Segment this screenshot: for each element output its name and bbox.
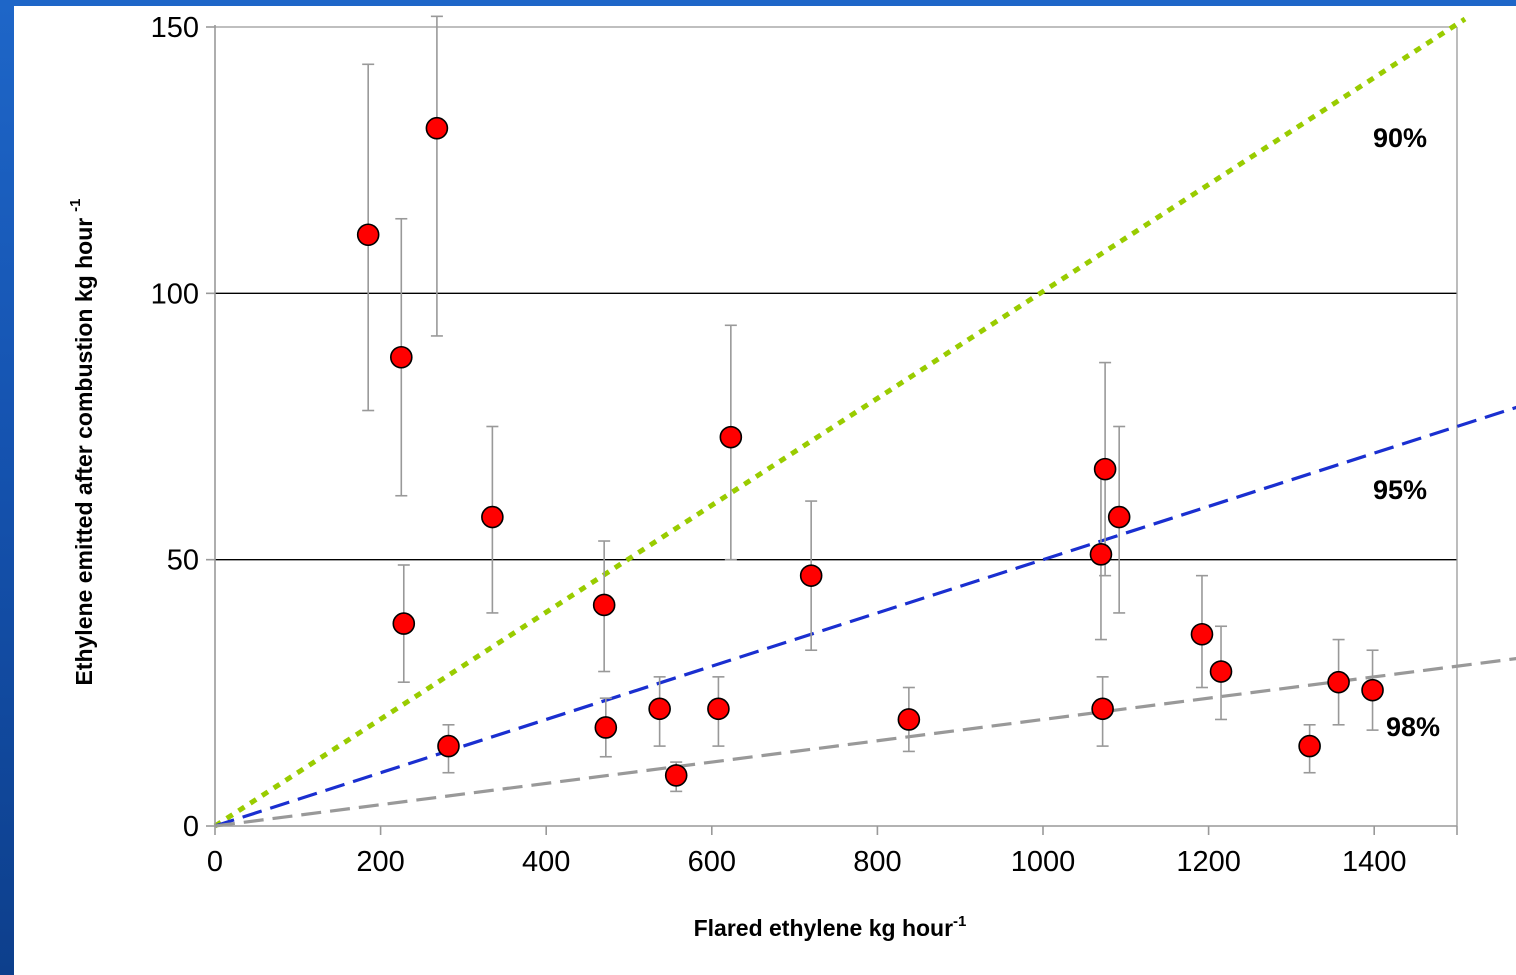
y-tick-label-100: 100 xyxy=(151,278,199,310)
data-point-2 xyxy=(425,116,449,140)
data-point-10 xyxy=(707,697,730,721)
data-point-9 xyxy=(664,764,688,787)
reference-line-90pct xyxy=(213,16,1467,829)
reference-line-95pct xyxy=(214,405,1516,828)
chart-area xyxy=(14,6,1516,975)
y-tick-label-150: 150 xyxy=(151,12,199,44)
y-axis-title: Ethylene emitted after combustion kg hou… xyxy=(67,198,97,685)
x-tick-label-1000: 1000 xyxy=(1011,846,1076,878)
tick-labels: 0 50 100 150 0 200 400 600 800 1000 1200 1400 xyxy=(151,12,1407,878)
data-point-16 xyxy=(1107,505,1131,529)
x-tick-label-200: 200 xyxy=(356,846,404,878)
data-point-4 xyxy=(437,734,460,758)
data-point-13 xyxy=(897,708,921,731)
data-point-21 xyxy=(1327,670,1350,694)
data-point-22 xyxy=(1361,678,1384,702)
data-point-17 xyxy=(1091,697,1114,721)
y-tick-label-0: 0 xyxy=(183,811,199,843)
data-point-14 xyxy=(1089,543,1113,566)
x-tick-label-1400: 1400 xyxy=(1342,846,1407,878)
data-point-15 xyxy=(1093,457,1117,481)
x-tick-label-0: 0 xyxy=(207,846,223,878)
label-95-percent: 95% xyxy=(1373,475,1427,505)
data-point-20 xyxy=(1298,734,1321,758)
slide-left-border xyxy=(0,0,14,975)
data-point-1 xyxy=(389,345,413,369)
x-tick-label-600: 600 xyxy=(688,846,736,878)
data-point-8 xyxy=(648,697,671,721)
x-tick-label-400: 400 xyxy=(522,846,570,878)
data-point-6 xyxy=(592,593,616,617)
x-axis-title: Flared ethylene kg hour-1 xyxy=(694,913,967,941)
data-point-7 xyxy=(594,716,618,739)
data-point-18 xyxy=(1190,622,1214,646)
x-tick-label-800: 800 xyxy=(853,846,901,878)
reference-lines xyxy=(213,16,1516,829)
axes xyxy=(206,25,1458,835)
x-tick-label-1200: 1200 xyxy=(1176,846,1241,878)
data-point-19 xyxy=(1209,660,1233,683)
data-point-3 xyxy=(392,612,416,635)
label-98-percent: 98% xyxy=(1386,712,1440,742)
reference-line-98pct xyxy=(214,656,1516,828)
y-tick-label-50: 50 xyxy=(167,545,199,577)
data-point-11 xyxy=(719,425,743,449)
grid-lines xyxy=(215,26,1458,826)
data-point-0 xyxy=(356,223,380,247)
data-point-12 xyxy=(799,564,823,587)
slide-top-border xyxy=(0,0,1516,6)
data-points xyxy=(356,116,1384,787)
label-90-percent: 90% xyxy=(1373,123,1427,153)
data-point-5 xyxy=(481,505,504,529)
